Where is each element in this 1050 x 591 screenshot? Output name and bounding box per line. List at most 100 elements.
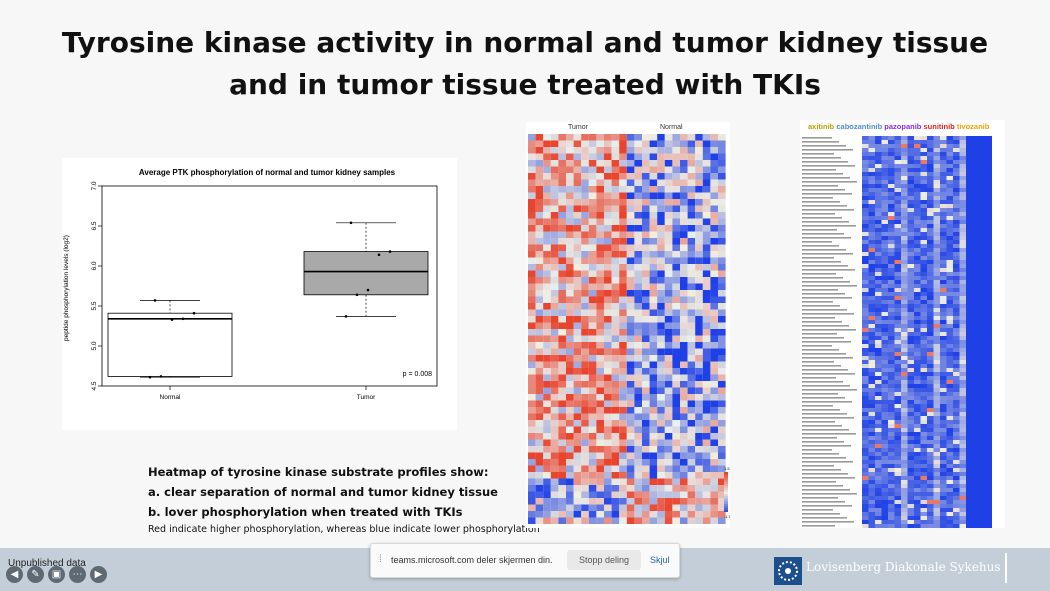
heatmap-cell (959, 452, 966, 456)
heatmap-cell (907, 180, 914, 184)
stop-sharing-button[interactable]: Stopp deling (567, 550, 641, 570)
heatmap-cell (985, 460, 992, 464)
heatmap-cell (875, 280, 882, 284)
next-slide-button[interactable]: ▶ (90, 566, 107, 583)
heatmap-cell (664, 517, 673, 524)
heatmap-cell (972, 144, 979, 148)
heatmap-cell (581, 251, 589, 258)
pen-tool-icon[interactable]: ✎ (27, 566, 44, 583)
heatmap-cell (558, 296, 566, 303)
heatmap-cell (687, 485, 696, 492)
heatmap-cell (680, 329, 688, 336)
heatmap-cell (862, 236, 869, 240)
heatmap-cell (695, 472, 703, 479)
heatmap-cell (604, 394, 612, 401)
heatmap-cell (901, 376, 908, 380)
heatmap-cell (881, 380, 888, 384)
heatmap-cell (626, 426, 635, 433)
heatmap-cell (959, 280, 966, 284)
heatmap-cell (657, 296, 665, 303)
heatmap-cell (914, 416, 921, 420)
heatmap-cell (550, 355, 559, 362)
heatmap-cell (581, 381, 589, 388)
heatmap-tumor-normal: Tumor Normal 1.5 -1.5 (526, 122, 730, 528)
heatmap-cell (966, 352, 973, 356)
heatmap-cell (953, 336, 960, 340)
heatmap-cell (933, 248, 940, 252)
heatmap-cell (535, 179, 544, 186)
heatmap-cell (558, 166, 566, 173)
heatmap-cell (528, 387, 536, 394)
heatmap-cell (558, 426, 566, 433)
heatmap-cell (604, 199, 612, 206)
heatmap-cell (985, 484, 992, 488)
heatmap-cell (581, 238, 589, 245)
heatmap-cell (927, 400, 934, 404)
heatmap-cell (979, 280, 986, 284)
y-tick-label: 6.0 (91, 261, 98, 270)
heatmap-cell (933, 224, 940, 228)
heatmap-cell (581, 309, 589, 316)
previous-slide-button[interactable]: ◀ (6, 566, 23, 583)
heatmap-cell (862, 428, 869, 432)
row-label-mark (802, 385, 850, 387)
heatmap-cell (543, 225, 551, 232)
heatmap-cell (604, 452, 612, 459)
heatmap-cell (894, 292, 901, 296)
heatmap-cell (972, 200, 979, 204)
heatmap-cell (657, 407, 665, 414)
heatmap-cell (875, 300, 882, 304)
heatmap-cell (881, 188, 888, 192)
heatmap-cell (695, 303, 703, 310)
heatmap-cell (573, 290, 582, 297)
heatmap-cell (573, 459, 582, 466)
heatmap-cell (881, 364, 888, 368)
heatmap-cell (985, 456, 992, 460)
heatmap-cell (894, 360, 901, 364)
heatmap-cell (914, 260, 921, 264)
heatmap-cell (966, 340, 973, 344)
heatmap-cell (868, 180, 875, 184)
heatmap-cell (953, 196, 960, 200)
heatmap-cell (604, 329, 612, 336)
heatmap-cell (702, 413, 711, 420)
heatmap-cell (680, 251, 688, 258)
heatmap-cell (946, 220, 953, 224)
heatmap-cell (868, 316, 875, 320)
heatmap-cell (611, 231, 620, 238)
more-options-icon[interactable]: ⋯ (69, 566, 86, 583)
heatmap-cell (979, 476, 986, 480)
heatmap-cell (985, 144, 992, 148)
heatmap-cell (581, 218, 589, 225)
slides-overview-icon[interactable]: ▣ (48, 566, 65, 583)
heatmap-cell (550, 218, 559, 225)
heatmap-cell (940, 416, 947, 420)
heatmap-cell (680, 186, 688, 193)
heatmap-cell (528, 212, 536, 219)
heatmap-cell (888, 340, 895, 344)
heatmap-cell (933, 428, 940, 432)
heatmap-cell (953, 476, 960, 480)
heatmap-cell (914, 336, 921, 340)
heatmap-cell (875, 136, 882, 140)
heatmap-cell (862, 352, 869, 356)
hide-link[interactable]: Skjul (650, 555, 670, 565)
heatmap-cell (862, 224, 869, 228)
heatmap-cell (528, 459, 536, 466)
row-label-mark (802, 321, 842, 323)
heatmap-cell (558, 400, 566, 407)
heatmap-cell (972, 432, 979, 436)
heatmap-cell (985, 496, 992, 500)
heatmap-cell (946, 208, 953, 212)
heatmap-cell (940, 280, 947, 284)
heatmap-cell (649, 394, 658, 401)
row-label-mark (802, 245, 839, 247)
drag-handle-icon[interactable]: ⁞ (379, 554, 382, 565)
heatmap-cell (687, 420, 696, 427)
heatmap-cell (888, 220, 895, 224)
heatmap-cell (664, 316, 673, 323)
heatmap-cell (862, 520, 869, 524)
heatmap-cell (933, 460, 940, 464)
heatmap-cell (664, 348, 673, 355)
heatmap-cell (875, 436, 882, 440)
